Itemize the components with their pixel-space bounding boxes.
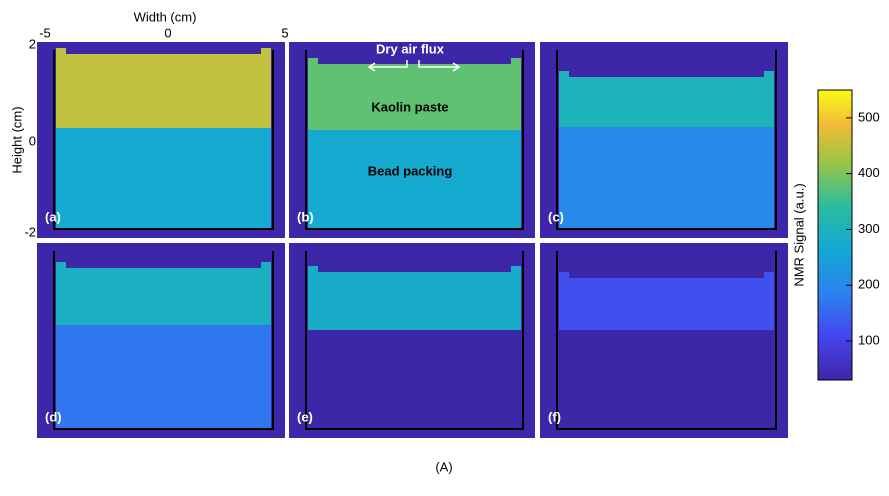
x-tick-label: -5 xyxy=(39,25,51,40)
bead-layer xyxy=(56,128,271,228)
paste-edge xyxy=(261,262,271,268)
panel-label: (d) xyxy=(45,409,62,424)
paste-edge xyxy=(764,71,774,77)
panel-label: (a) xyxy=(45,209,61,224)
bead-layer xyxy=(559,127,774,228)
paste-layer xyxy=(308,64,521,130)
paste-edge xyxy=(308,58,318,64)
panel-label: (e) xyxy=(297,409,313,424)
paste-edge xyxy=(56,262,66,268)
colorbar-tick-label: 300 xyxy=(858,221,880,236)
container xyxy=(53,251,274,430)
container xyxy=(556,50,777,230)
paste-layer xyxy=(559,77,774,127)
panel-label: (f) xyxy=(548,409,561,424)
y-tick-label: -2 xyxy=(24,224,36,239)
paste-edge xyxy=(559,71,569,77)
paste-edge xyxy=(764,272,774,278)
colorbar-tick-label: 200 xyxy=(858,277,880,292)
paste-edge xyxy=(261,48,271,54)
paste-layer xyxy=(56,54,271,128)
bead-layer xyxy=(559,330,774,428)
colorbar-tick-label: 500 xyxy=(858,109,880,124)
container xyxy=(556,251,777,430)
container xyxy=(53,50,274,230)
caption: (A) xyxy=(435,459,452,474)
bead-layer xyxy=(308,130,521,228)
paste-layer xyxy=(308,272,521,330)
colorbar-tick-label: 400 xyxy=(858,165,880,180)
colorbar xyxy=(817,89,853,381)
paste-layer xyxy=(56,268,271,325)
container xyxy=(305,251,524,430)
annotation: Bead packing xyxy=(368,163,453,178)
y-axis-label: Height (cm) xyxy=(9,106,24,173)
bead-layer xyxy=(56,325,271,428)
colorbar-label: NMR Signal (a.u.) xyxy=(791,183,806,286)
x-tick-label: 0 xyxy=(164,25,171,40)
paste-edge xyxy=(308,266,318,272)
x-tick-label: 5 xyxy=(281,25,288,40)
paste-edge xyxy=(559,272,569,278)
y-tick-label: 0 xyxy=(29,133,36,148)
paste-edge xyxy=(56,48,66,54)
paste-edge xyxy=(511,58,521,64)
annotation: Kaolin paste xyxy=(371,99,448,114)
panel-label: (b) xyxy=(297,209,314,224)
x-axis-label: Width (cm) xyxy=(134,9,197,24)
paste-edge xyxy=(511,266,521,272)
panel-label: (c) xyxy=(548,209,564,224)
colorbar-tick-label: 100 xyxy=(858,332,880,347)
y-tick-label: 2 xyxy=(29,36,36,51)
bead-layer xyxy=(308,330,521,428)
annotation: Dry air flux xyxy=(376,41,445,56)
arrow xyxy=(367,60,461,72)
container xyxy=(305,50,524,230)
paste-layer xyxy=(559,278,774,330)
